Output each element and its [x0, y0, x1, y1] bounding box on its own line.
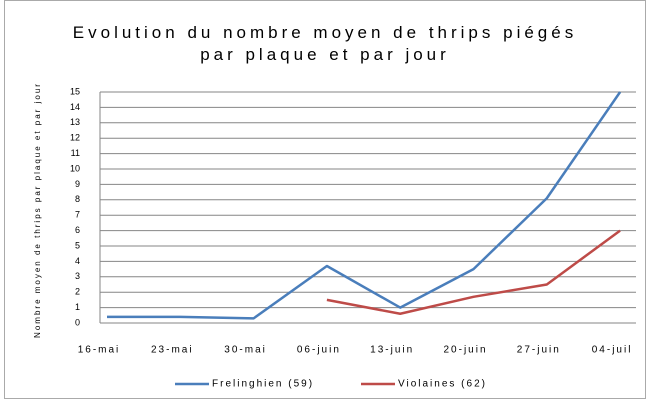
y-tick-label: 6 [75, 225, 80, 235]
x-tick-label: 30-mai [224, 345, 267, 356]
chart-border [4, 0, 646, 399]
chart-title: Evolution du nombre moyen de thrips piég… [72, 23, 578, 64]
x-tick-label: 13-juin [370, 345, 414, 356]
y-tick-label: 0 [75, 317, 80, 327]
x-tick-label: 06-juin [297, 345, 341, 356]
x-tick-label: 27-juin [517, 345, 561, 356]
legend-label: Violaines (62) [398, 379, 487, 390]
series-line [107, 91, 622, 320]
y-tick-label: 9 [75, 179, 80, 189]
x-tick-label: 04-juil [592, 345, 633, 356]
y-tick-label: 15 [70, 86, 80, 96]
y-tick-label: 2 [75, 287, 80, 297]
y-tick-label: 10 [70, 163, 80, 173]
y-tick-label: 8 [75, 194, 80, 204]
y-tick-label: 1 [75, 302, 80, 312]
y-tick-label: 12 [70, 133, 80, 143]
legend-label: Frelinghien (59) [212, 379, 314, 390]
x-tick-label: 16-mai [78, 345, 121, 356]
x-tick-label: 20-juin [443, 345, 487, 356]
y-tick-label: 4 [75, 256, 80, 266]
x-tick-label: 23-mai [151, 345, 194, 356]
y-tick-label: 3 [75, 271, 80, 281]
y-tick-label: 7 [75, 210, 80, 220]
y-tick-label: 13 [70, 117, 80, 127]
series-line [326, 229, 621, 316]
y-tick-label: 5 [75, 240, 80, 250]
y-tick-label: 11 [71, 148, 80, 158]
y-tick-label: 14 [70, 102, 80, 112]
y-axis-label: Nombre moyen de thrips par plaque et par… [33, 82, 42, 338]
